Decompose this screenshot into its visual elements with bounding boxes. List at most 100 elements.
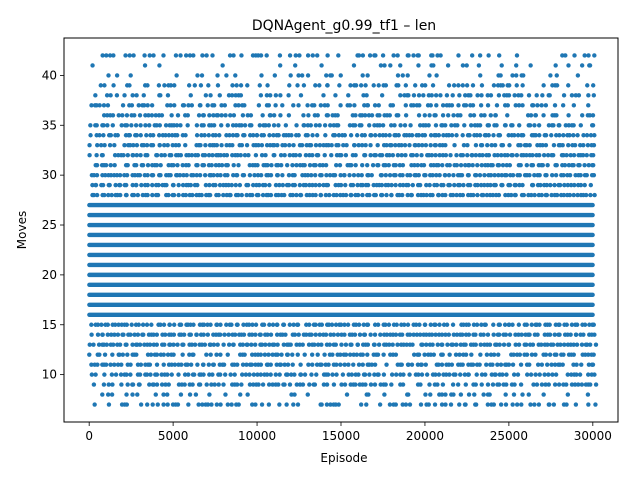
data-point (177, 172, 183, 178)
data-point (537, 372, 542, 377)
data-point (416, 352, 422, 357)
data-point (591, 352, 596, 357)
data-point (416, 172, 421, 178)
data-point (326, 143, 331, 148)
data-point (169, 113, 174, 118)
x-tick-label: 15000 (322, 429, 360, 443)
data-point (396, 133, 401, 138)
data-point (125, 152, 131, 158)
data-point (168, 342, 173, 347)
data-point (161, 362, 166, 367)
data-point (477, 172, 483, 178)
data-point (579, 362, 584, 367)
data-point (534, 93, 539, 98)
data-point (271, 133, 276, 138)
data-point (319, 362, 324, 367)
data-point (383, 322, 388, 327)
data-point (163, 382, 168, 387)
data-point (435, 342, 440, 347)
data-point (295, 352, 300, 357)
data-point (487, 342, 493, 347)
data-point (362, 113, 368, 118)
data-point (543, 382, 548, 387)
data-point (520, 83, 525, 88)
data-point (572, 53, 577, 58)
data-point (285, 362, 291, 367)
data-point (102, 83, 107, 88)
data-point (554, 73, 559, 78)
data-point (323, 192, 329, 198)
data-point (165, 143, 170, 148)
data-point (275, 352, 280, 357)
data-point (482, 113, 487, 118)
data-point (358, 402, 364, 407)
data-point (547, 402, 552, 407)
data-point (154, 352, 160, 357)
data-point (458, 162, 464, 168)
data-point (283, 332, 288, 337)
data-point (162, 83, 167, 88)
data-point (396, 83, 401, 88)
data-point (433, 123, 439, 128)
data-point (192, 83, 198, 88)
data-point (447, 182, 452, 188)
data-point (353, 162, 358, 168)
data-point (277, 63, 283, 68)
data-point (234, 83, 239, 88)
data-point (415, 192, 421, 198)
data-point (287, 83, 292, 88)
data-point (585, 143, 591, 148)
data-point (485, 93, 490, 98)
data-point (206, 83, 211, 88)
data-point (214, 402, 220, 407)
data-point (280, 172, 285, 178)
data-point (521, 73, 526, 78)
data-point (94, 172, 100, 178)
data-point (305, 73, 311, 78)
data-point (173, 53, 179, 58)
data-point (235, 362, 240, 367)
data-point (424, 342, 429, 347)
data-point (96, 342, 102, 347)
data-point (189, 152, 195, 158)
data-point (419, 362, 424, 367)
data-point (473, 342, 478, 347)
data-point (478, 182, 484, 188)
data-point (251, 382, 256, 387)
data-point (462, 93, 468, 98)
data-point (131, 192, 137, 198)
data-point (561, 192, 567, 198)
data-point (348, 133, 354, 138)
data-point (327, 172, 333, 178)
data-point (416, 113, 422, 118)
data-point (496, 192, 502, 198)
data-point (230, 123, 236, 128)
data-point (195, 182, 200, 188)
data-point (342, 322, 347, 327)
data-point (150, 172, 156, 178)
data-point (309, 372, 314, 377)
data-point (346, 362, 351, 367)
data-point (445, 342, 450, 347)
data-point (91, 192, 97, 198)
data-point (298, 362, 303, 367)
data-point (406, 182, 411, 188)
data-point (422, 113, 427, 118)
data-point (566, 63, 571, 68)
data-point (497, 53, 502, 58)
data-point (365, 73, 370, 78)
data-point (561, 352, 566, 357)
data-point (250, 322, 255, 327)
data-point (200, 53, 205, 58)
data-point (406, 392, 411, 397)
data-point (264, 53, 269, 58)
data-point (479, 93, 484, 98)
data-point (124, 172, 130, 178)
data-point (143, 123, 148, 128)
data-point (147, 53, 152, 58)
data-point (584, 152, 589, 158)
data-point (89, 332, 94, 337)
data-point (342, 332, 347, 337)
data-point (427, 182, 432, 188)
data-point (295, 83, 300, 88)
